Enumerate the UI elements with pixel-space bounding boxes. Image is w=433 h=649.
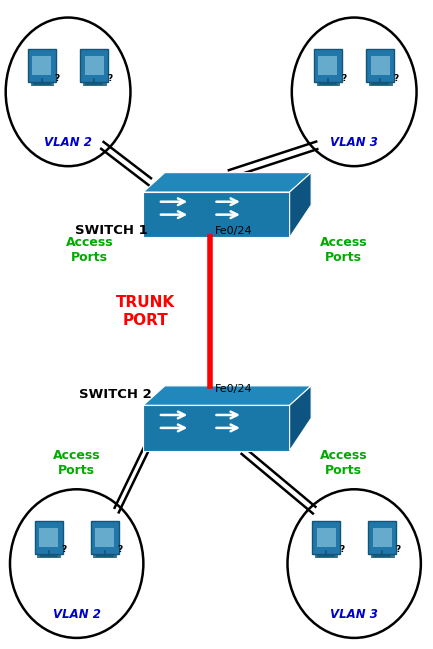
- Ellipse shape: [292, 18, 417, 166]
- FancyBboxPatch shape: [39, 528, 58, 546]
- Text: Access
Ports: Access Ports: [53, 450, 100, 478]
- Polygon shape: [143, 192, 290, 238]
- Text: Fe0/24: Fe0/24: [215, 226, 253, 236]
- Ellipse shape: [288, 489, 421, 638]
- Text: VLAN 3: VLAN 3: [330, 607, 378, 620]
- Text: SWITCH 1: SWITCH 1: [75, 225, 148, 238]
- Polygon shape: [290, 386, 311, 450]
- Text: TRUNK
PORT: TRUNK PORT: [116, 295, 175, 328]
- FancyBboxPatch shape: [373, 528, 392, 546]
- Text: VLAN 2: VLAN 2: [53, 607, 100, 620]
- FancyBboxPatch shape: [91, 520, 119, 554]
- Polygon shape: [290, 173, 311, 238]
- FancyBboxPatch shape: [28, 49, 56, 82]
- Text: SWITCH 2: SWITCH 2: [79, 388, 152, 401]
- Text: VLAN 2: VLAN 2: [44, 136, 92, 149]
- FancyBboxPatch shape: [35, 520, 62, 554]
- FancyBboxPatch shape: [366, 49, 394, 82]
- Text: ?: ?: [107, 73, 113, 82]
- Text: Access
Ports: Access Ports: [66, 236, 113, 264]
- FancyBboxPatch shape: [85, 56, 104, 75]
- FancyBboxPatch shape: [368, 520, 396, 554]
- FancyBboxPatch shape: [32, 56, 52, 75]
- FancyBboxPatch shape: [312, 520, 340, 554]
- Text: ?: ?: [341, 73, 346, 82]
- Text: Fe0/24: Fe0/24: [215, 384, 253, 394]
- FancyBboxPatch shape: [95, 528, 114, 546]
- Polygon shape: [143, 386, 311, 405]
- FancyBboxPatch shape: [371, 56, 390, 75]
- Polygon shape: [143, 405, 290, 450]
- FancyBboxPatch shape: [81, 49, 108, 82]
- Ellipse shape: [6, 18, 130, 166]
- Polygon shape: [143, 173, 311, 192]
- Text: Access
Ports: Access Ports: [320, 236, 367, 264]
- Text: ?: ?: [393, 73, 399, 82]
- Text: VLAN 3: VLAN 3: [330, 136, 378, 149]
- Ellipse shape: [10, 489, 143, 638]
- Text: ?: ?: [118, 545, 123, 554]
- Text: ?: ?: [61, 545, 67, 554]
- FancyBboxPatch shape: [317, 528, 336, 546]
- Text: Access
Ports: Access Ports: [320, 450, 367, 478]
- FancyBboxPatch shape: [314, 49, 342, 82]
- Text: ?: ?: [395, 545, 401, 554]
- Text: ?: ?: [339, 545, 344, 554]
- Text: ?: ?: [55, 73, 60, 82]
- FancyBboxPatch shape: [319, 56, 337, 75]
